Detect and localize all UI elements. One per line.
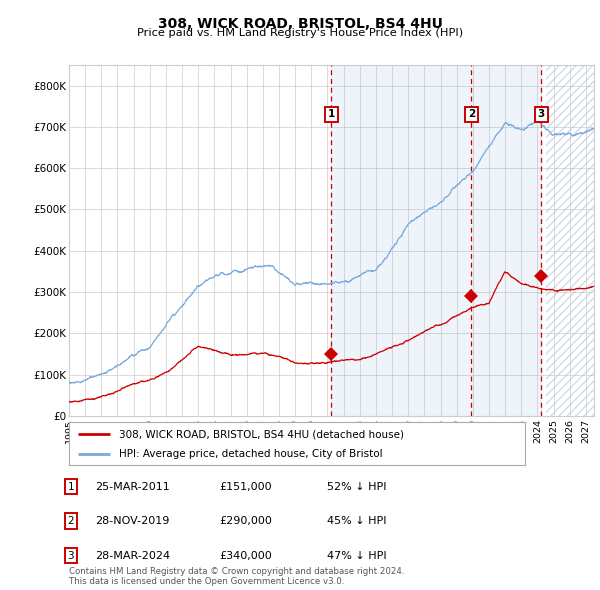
Text: HPI: Average price, detached house, City of Bristol: HPI: Average price, detached house, City…: [119, 450, 383, 459]
Text: 28-MAR-2024: 28-MAR-2024: [95, 551, 170, 560]
Text: 1: 1: [328, 110, 335, 119]
Text: 47% ↓ HPI: 47% ↓ HPI: [327, 551, 386, 560]
Text: £340,000: £340,000: [219, 551, 272, 560]
Bar: [545, 65, 594, 416]
Text: £151,000: £151,000: [219, 482, 272, 491]
Text: 45% ↓ HPI: 45% ↓ HPI: [327, 516, 386, 526]
Text: 52% ↓ HPI: 52% ↓ HPI: [327, 482, 386, 491]
Text: 308, WICK ROAD, BRISTOL, BS4 4HU: 308, WICK ROAD, BRISTOL, BS4 4HU: [158, 17, 442, 31]
Text: Contains HM Land Registry data © Crown copyright and database right 2024.: Contains HM Land Registry data © Crown c…: [69, 567, 404, 576]
Text: 308, WICK ROAD, BRISTOL, BS4 4HU (detached house): 308, WICK ROAD, BRISTOL, BS4 4HU (detach…: [119, 430, 404, 440]
Text: 2: 2: [468, 110, 475, 119]
Text: £290,000: £290,000: [219, 516, 272, 526]
Text: 3: 3: [538, 110, 545, 119]
Text: 28-NOV-2019: 28-NOV-2019: [95, 516, 169, 526]
Text: 25-MAR-2011: 25-MAR-2011: [95, 482, 170, 491]
Bar: [331, 65, 541, 416]
Text: This data is licensed under the Open Government Licence v3.0.: This data is licensed under the Open Gov…: [69, 578, 344, 586]
Text: 3: 3: [67, 551, 74, 560]
Text: Price paid vs. HM Land Registry's House Price Index (HPI): Price paid vs. HM Land Registry's House …: [137, 28, 463, 38]
Text: 2: 2: [67, 516, 74, 526]
Text: 1: 1: [67, 482, 74, 491]
